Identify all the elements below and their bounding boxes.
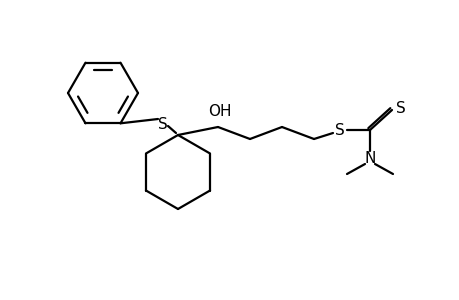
Text: S: S [395, 100, 405, 116]
Text: N: N [364, 151, 375, 166]
Text: S: S [335, 122, 344, 137]
Text: S: S [158, 116, 168, 131]
Text: OH: OH [208, 103, 231, 118]
